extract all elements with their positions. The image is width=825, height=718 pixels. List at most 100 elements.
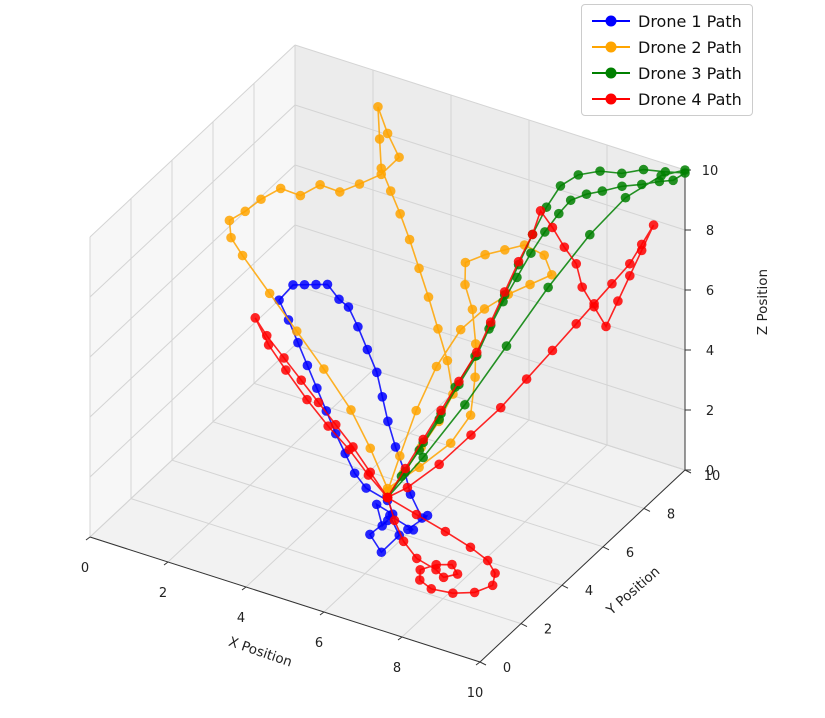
axis-lines (89, 170, 686, 663)
path-point-drone-2 (385, 186, 396, 196)
z-grid-back (294, 284, 686, 411)
path-point-drone-4 (469, 587, 480, 598)
x-axis-line (89, 536, 481, 663)
path-point-drone-4 (625, 258, 635, 269)
path-point-drone-4 (344, 444, 355, 455)
path-point-drone-4 (482, 555, 493, 566)
path-point-drone-4 (415, 575, 425, 585)
path-point-drone-4 (547, 345, 558, 356)
path-point-drone-2 (319, 364, 329, 374)
path-point-drone-4 (279, 353, 289, 363)
y-tick-label: 10 (704, 469, 721, 484)
path-point-drone-4 (490, 568, 500, 579)
path-point-drone-1 (365, 529, 375, 540)
path-point-drone-2 (315, 179, 325, 190)
path-point-drone-2 (480, 249, 490, 260)
path-point-drone-4 (466, 430, 476, 440)
path-point-drone-3 (617, 168, 627, 179)
path-point-drone-3 (573, 170, 584, 180)
path-point-drone-4 (418, 434, 429, 445)
path-point-drone-2 (382, 128, 393, 139)
path-point-drone-2 (275, 183, 286, 194)
path-point-drone-4 (415, 565, 426, 575)
path-point-drone-2 (374, 134, 385, 144)
path-point-drone-4 (438, 572, 449, 583)
y-axis-ticks: 0 2 4 6 8 10 (479, 469, 721, 676)
path-point-drone-2 (500, 245, 510, 255)
y-tick-label: 6 (626, 546, 634, 561)
y-tick-mark (561, 584, 569, 589)
path-point-drone-4 (495, 402, 506, 413)
path-point-drone-2 (414, 263, 424, 274)
path-point-drone-4 (571, 259, 582, 269)
path-point-drone-1 (376, 547, 387, 558)
path-point-drone-4 (263, 340, 274, 350)
path-point-drone-1 (299, 279, 310, 290)
path-point-drone-3 (656, 170, 666, 181)
x-tick-mark (397, 636, 403, 641)
y-tick-label: 8 (667, 507, 675, 522)
path-point-drone-2 (525, 279, 535, 290)
x-axis-label: X Position (226, 634, 294, 671)
path-point-drone-3 (554, 208, 564, 219)
path-point-drone-2 (226, 232, 236, 243)
z-tick-label: 2 (706, 404, 714, 419)
series-drone-4 (250, 206, 659, 598)
x-tick-label: 2 (159, 586, 167, 601)
back-pane (295, 45, 685, 470)
path-point-drone-4 (440, 526, 451, 537)
left-pane (90, 45, 295, 537)
path-point-drone-2 (373, 101, 383, 112)
path-point-drone-3 (585, 229, 595, 240)
path-point-drone-4 (323, 421, 333, 431)
path-point-drone-1 (302, 360, 313, 371)
path-point-drone-2 (455, 324, 466, 335)
path-point-drone-4 (389, 515, 400, 526)
path-point-drone-4 (607, 278, 617, 289)
path-point-drone-2 (445, 438, 456, 448)
z-grid-left (89, 344, 296, 538)
path-point-drone-1 (334, 294, 344, 305)
path-point-drone-4 (471, 347, 482, 358)
legend-label-drone-2: Drone 2 Path (638, 37, 742, 57)
path-point-drone-4 (436, 405, 446, 416)
path-point-drone-2 (224, 215, 235, 226)
path-point-drone-4 (281, 365, 291, 375)
x-grid-floor (167, 369, 374, 563)
z-tick-label: 6 (706, 284, 714, 299)
path-point-drone-2 (539, 250, 549, 260)
path-point-drone-1 (311, 279, 321, 290)
path-point-drone-4 (535, 206, 546, 216)
path-point-drone-2 (433, 324, 443, 334)
path-point-drone-4 (330, 419, 341, 430)
path-point-drone-1 (312, 383, 322, 394)
path-point-drone-4 (302, 394, 312, 405)
path-point-drone-4 (636, 239, 647, 250)
path-point-drone-2 (256, 194, 266, 205)
path-point-drone-2 (411, 405, 422, 416)
path-point-drone-2 (240, 206, 250, 217)
path-point-drone-4 (648, 220, 659, 230)
x-tick-label: 4 (237, 611, 245, 626)
path-point-drone-2 (365, 443, 376, 454)
legend-label-drone-1: Drone 1 Path (638, 11, 742, 31)
path-point-drone-4 (601, 321, 611, 332)
path-point-drone-3 (680, 165, 690, 175)
legend-item-drone-1: Drone 1 Path (590, 9, 742, 33)
path-point-drone-1 (361, 483, 371, 493)
y-axis-label: Y Position (603, 564, 663, 619)
path-point-drone-2 (376, 169, 387, 180)
path-point-drone-2 (394, 152, 404, 163)
z-grid-back (294, 44, 686, 171)
path-point-drone-3 (597, 186, 608, 196)
z-axis-label: Z Position (755, 269, 771, 335)
path-point-drone-4 (363, 470, 374, 480)
path-point-drone-1 (362, 344, 373, 355)
path-point-drone-4 (296, 375, 307, 386)
path-point-drone-2 (264, 288, 275, 299)
z-grid-left (89, 284, 296, 478)
x-axis-ticks: 0 2 4 6 8 10 (81, 536, 483, 701)
z-grid-back (294, 344, 686, 471)
path-point-drone-2 (423, 292, 434, 302)
path-point-drone-3 (617, 181, 627, 192)
